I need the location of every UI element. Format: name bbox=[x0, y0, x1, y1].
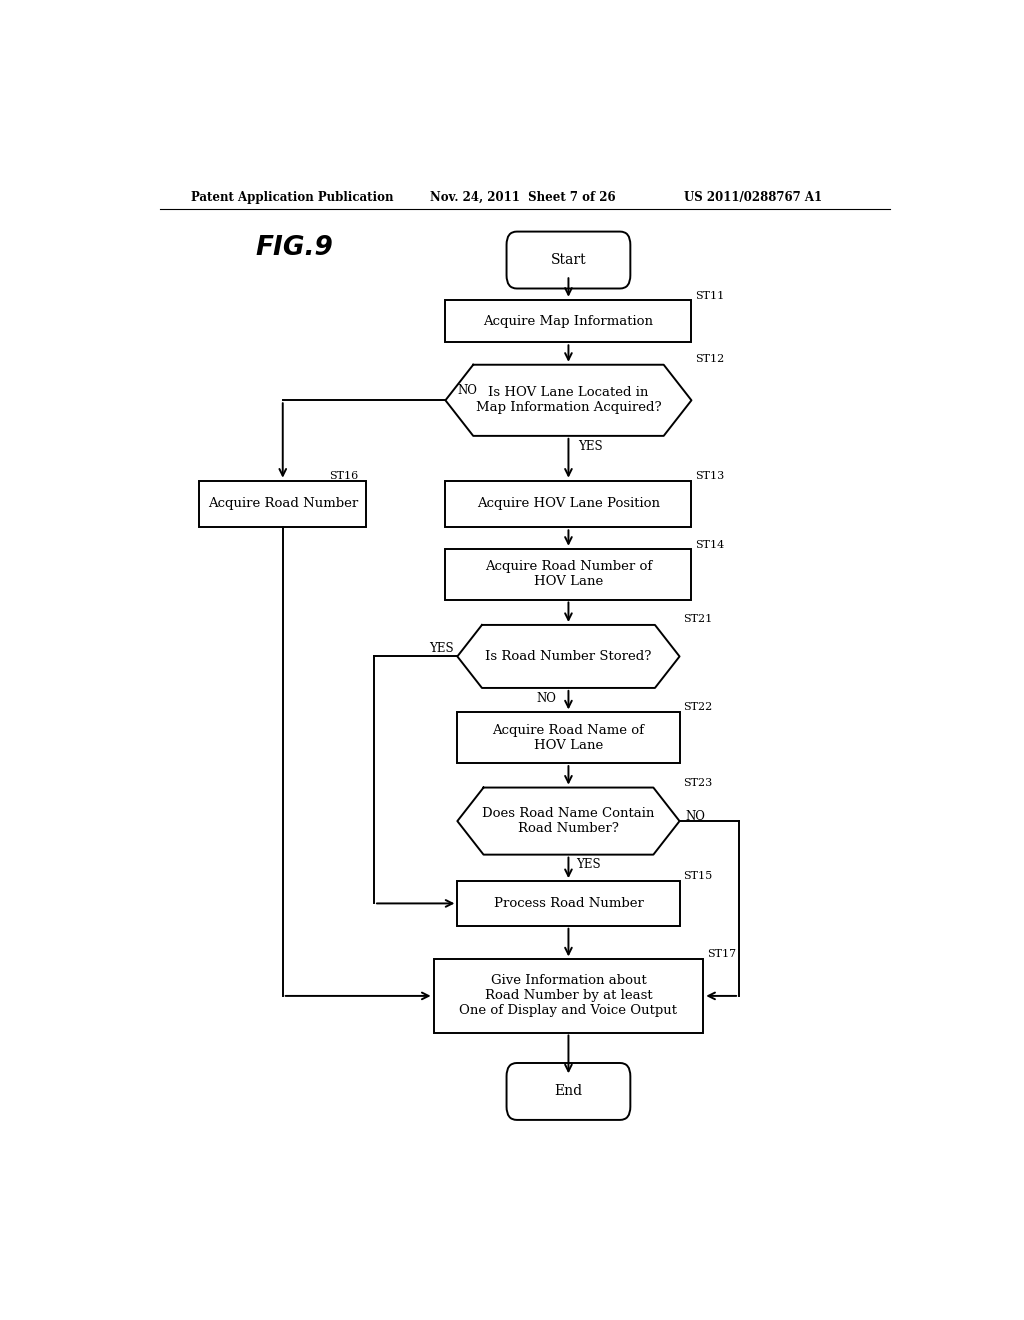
Text: YES: YES bbox=[578, 440, 602, 453]
Text: ST16: ST16 bbox=[329, 471, 358, 480]
Text: FIG.9: FIG.9 bbox=[256, 235, 334, 261]
Text: Is HOV Lane Located in
Map Information Acquired?: Is HOV Lane Located in Map Information A… bbox=[475, 387, 662, 414]
Text: Patent Application Publication: Patent Application Publication bbox=[191, 190, 394, 203]
Text: ST11: ST11 bbox=[695, 290, 725, 301]
Text: US 2011/0288767 A1: US 2011/0288767 A1 bbox=[684, 190, 821, 203]
Text: NO: NO bbox=[537, 692, 557, 705]
FancyBboxPatch shape bbox=[458, 713, 680, 763]
Text: ST23: ST23 bbox=[684, 777, 713, 788]
Polygon shape bbox=[445, 364, 691, 436]
Text: ST17: ST17 bbox=[708, 949, 736, 960]
Text: Process Road Number: Process Road Number bbox=[494, 896, 643, 909]
Text: NO: NO bbox=[686, 809, 706, 822]
Text: Does Road Name Contain
Road Number?: Does Road Name Contain Road Number? bbox=[482, 807, 654, 836]
Text: Acquire Map Information: Acquire Map Information bbox=[483, 314, 653, 327]
Text: Give Information about
Road Number by at least
One of Display and Voice Output: Give Information about Road Number by at… bbox=[460, 974, 678, 1018]
Text: ST22: ST22 bbox=[684, 702, 713, 713]
FancyBboxPatch shape bbox=[507, 1063, 631, 1119]
FancyBboxPatch shape bbox=[445, 300, 691, 342]
Polygon shape bbox=[458, 624, 680, 688]
Text: Is Road Number Stored?: Is Road Number Stored? bbox=[485, 649, 651, 663]
Text: YES: YES bbox=[577, 858, 601, 871]
Text: Acquire Road Number: Acquire Road Number bbox=[208, 498, 357, 511]
Text: ST13: ST13 bbox=[695, 471, 725, 480]
FancyBboxPatch shape bbox=[445, 480, 691, 528]
FancyBboxPatch shape bbox=[433, 960, 703, 1032]
Text: Acquire Road Number of
HOV Lane: Acquire Road Number of HOV Lane bbox=[484, 560, 652, 589]
Text: Acquire HOV Lane Position: Acquire HOV Lane Position bbox=[477, 498, 659, 511]
Text: ST21: ST21 bbox=[684, 614, 713, 624]
Text: ST12: ST12 bbox=[695, 354, 725, 364]
FancyBboxPatch shape bbox=[458, 880, 680, 925]
Text: ST14: ST14 bbox=[695, 540, 725, 549]
Text: ST15: ST15 bbox=[684, 871, 713, 880]
Text: YES: YES bbox=[429, 642, 454, 655]
Text: Start: Start bbox=[551, 253, 587, 267]
FancyBboxPatch shape bbox=[200, 480, 367, 528]
FancyBboxPatch shape bbox=[507, 231, 631, 289]
Text: Acquire Road Name of
HOV Lane: Acquire Road Name of HOV Lane bbox=[493, 723, 644, 752]
Text: Nov. 24, 2011  Sheet 7 of 26: Nov. 24, 2011 Sheet 7 of 26 bbox=[430, 190, 615, 203]
Text: NO: NO bbox=[458, 384, 477, 396]
Polygon shape bbox=[458, 788, 680, 854]
FancyBboxPatch shape bbox=[445, 549, 691, 599]
Text: End: End bbox=[554, 1085, 583, 1098]
